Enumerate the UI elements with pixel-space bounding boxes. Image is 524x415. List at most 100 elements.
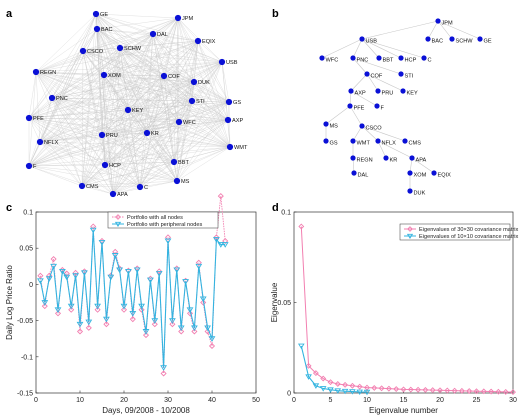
- diamond-marker: [50, 256, 57, 263]
- tree-edge: [437, 20, 481, 40]
- eigenvalue-chart: 0.1 0.05 00 5 10 15 20 25 30 Eigenvalue number Eig…: [270, 210, 519, 415]
- network-edge: [81, 134, 103, 187]
- network-edge: [39, 61, 223, 143]
- triangle-marker: [356, 389, 363, 396]
- network-node-label: CMS: [86, 184, 99, 190]
- network-edge: [112, 186, 141, 195]
- x-tick-label: 50: [252, 397, 260, 404]
- network-edge: [82, 50, 230, 103]
- diamond-marker: [151, 321, 158, 328]
- network-edge: [178, 61, 223, 123]
- network-edge: [152, 33, 199, 42]
- network-edge: [39, 134, 103, 143]
- triangle-marker: [111, 253, 119, 259]
- network-edge: [96, 28, 178, 182]
- network-edge: [28, 117, 83, 187]
- network-edge: [139, 75, 165, 188]
- network-edge: [28, 97, 53, 167]
- network-node-label: HCP: [109, 163, 121, 169]
- triangle-marker: [182, 279, 189, 285]
- triangle-marker: [217, 242, 225, 248]
- diamond-marker: [94, 306, 101, 313]
- network-edge: [81, 132, 148, 187]
- network-edge: [96, 28, 105, 76]
- y-tick-label: 0.1: [281, 210, 291, 217]
- triangle-marker: [349, 389, 356, 395]
- network-edge: [39, 141, 106, 166]
- triangle-marker: [204, 325, 211, 332]
- network-edge: [127, 109, 180, 123]
- network-edge: [81, 119, 229, 187]
- network-edge: [35, 61, 223, 73]
- network-edge: [176, 146, 231, 182]
- network-edge: [177, 17, 193, 102]
- tree-node-label: BBT: [383, 58, 394, 64]
- x-axis-label: Days, 09/2008 - 10/2008: [102, 406, 190, 415]
- triangle-marker: [98, 240, 106, 246]
- network-edge: [104, 109, 129, 166]
- tree-node: [348, 88, 354, 94]
- network-edge: [95, 13, 223, 63]
- triangle-marker: [195, 263, 203, 270]
- diamond-marker: [473, 388, 480, 395]
- network-edge: [82, 50, 114, 195]
- network-edge: [101, 134, 106, 166]
- network-edge: [28, 117, 231, 148]
- tree-edge: [366, 73, 404, 92]
- network-edge: [104, 164, 114, 195]
- network-edge: [51, 97, 180, 123]
- diamond-marker: [305, 362, 312, 369]
- network-node: [170, 158, 178, 166]
- network-edge: [35, 47, 121, 73]
- network-edge: [28, 117, 229, 121]
- plot-frame: [35, 211, 257, 394]
- triangle-marker: [199, 296, 207, 303]
- network-edge: [139, 81, 195, 188]
- triangle-marker: [54, 307, 62, 313]
- network-edge: [193, 81, 229, 121]
- diamond-marker: [178, 328, 185, 335]
- legend-label-10x10: Eigenvalues of 10×10 covariance matrix: [419, 234, 519, 240]
- network-edge: [82, 50, 165, 77]
- network-edge: [28, 164, 106, 167]
- network-edge: [146, 132, 231, 148]
- network-node: [79, 47, 87, 55]
- network-edge: [96, 17, 179, 30]
- x-tick-label: 5: [329, 397, 333, 404]
- triangle-marker: [173, 267, 181, 274]
- network-edge: [119, 47, 193, 102]
- network-edge: [197, 40, 231, 148]
- network-edge: [163, 61, 223, 77]
- tree-edge: [350, 73, 368, 92]
- panel-label-b: b: [272, 8, 279, 20]
- triangle-marker: [305, 374, 312, 380]
- tree-node-label: JPM: [442, 21, 454, 27]
- diamond-marker: [385, 385, 392, 392]
- x-tick-label: 20: [436, 397, 444, 404]
- network-node-label: WFC: [183, 120, 196, 126]
- tree-node: [375, 138, 381, 144]
- network-node-label: COF: [168, 74, 180, 80]
- network-node-label: AXP: [232, 118, 243, 124]
- network-edge: [95, 13, 179, 19]
- tree-node: [374, 103, 380, 109]
- x-tick-label: 15: [400, 397, 408, 404]
- network-node-label: KR: [151, 131, 159, 137]
- network-edge: [28, 109, 129, 119]
- network-edge: [28, 50, 84, 167]
- network-edge: [176, 17, 179, 182]
- network-edge: [35, 71, 180, 123]
- triangle-marker: [81, 270, 88, 277]
- tree-edges: [321, 20, 481, 191]
- tree-edge: [352, 125, 363, 142]
- network-node-label: EQIX: [202, 39, 216, 45]
- network-edge: [28, 134, 103, 167]
- network-node-label: CSCO: [87, 49, 104, 55]
- network-node: [101, 161, 109, 169]
- network-edge: [95, 13, 230, 103]
- network-node: [78, 182, 86, 190]
- network-node-label: STI: [196, 99, 205, 105]
- network-edge: [127, 109, 178, 182]
- network-node-label: DUK: [198, 80, 210, 86]
- network-edge: [191, 100, 230, 103]
